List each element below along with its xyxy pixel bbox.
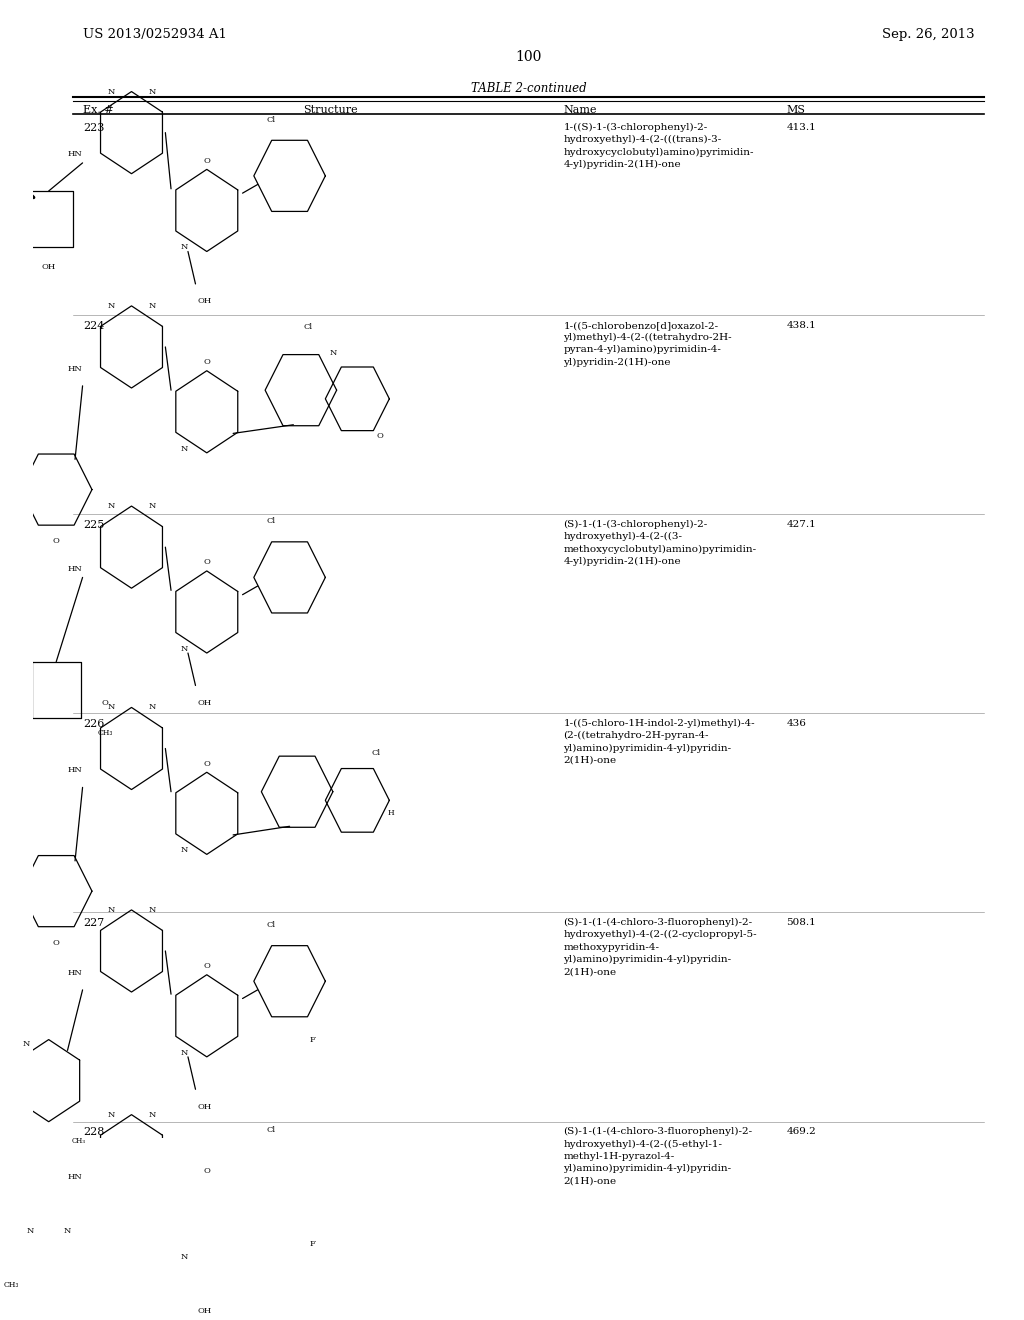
Text: O: O bbox=[53, 537, 59, 545]
Text: N: N bbox=[180, 1253, 187, 1262]
Text: OH: OH bbox=[198, 1307, 212, 1315]
Text: O: O bbox=[377, 432, 383, 440]
Text: Cl: Cl bbox=[372, 748, 381, 756]
Text: (S)-1-(1-(3-chlorophenyl)-2-
hydroxyethyl)-4-(2-((3-
methoxycyclobutyl)amino)pyr: (S)-1-(1-(3-chlorophenyl)-2- hydroxyethy… bbox=[563, 520, 757, 566]
Text: N: N bbox=[148, 502, 156, 510]
Text: O: O bbox=[204, 759, 210, 768]
Text: O: O bbox=[204, 558, 210, 566]
Text: OH: OH bbox=[42, 263, 56, 271]
Text: N: N bbox=[108, 87, 115, 95]
Text: TABLE 2-continued: TABLE 2-continued bbox=[471, 82, 587, 95]
Text: US 2013/0252934 A1: US 2013/0252934 A1 bbox=[83, 29, 227, 41]
Text: CH₃: CH₃ bbox=[97, 729, 113, 737]
Text: H: H bbox=[388, 809, 394, 817]
Text: OH: OH bbox=[198, 698, 212, 706]
Text: N: N bbox=[27, 1228, 34, 1236]
Text: Sep. 26, 2013: Sep. 26, 2013 bbox=[882, 29, 975, 41]
Text: HN: HN bbox=[68, 766, 82, 774]
Text: O: O bbox=[204, 157, 210, 165]
Text: 469.2: 469.2 bbox=[786, 1127, 816, 1137]
Text: 223: 223 bbox=[83, 123, 104, 133]
Text: N: N bbox=[108, 302, 115, 310]
Text: N: N bbox=[108, 906, 115, 913]
Text: N: N bbox=[148, 87, 156, 95]
Text: OH: OH bbox=[198, 297, 212, 305]
Text: N: N bbox=[148, 704, 156, 711]
Text: 226: 226 bbox=[83, 719, 104, 729]
Text: HN: HN bbox=[68, 364, 82, 372]
Text: 436: 436 bbox=[786, 719, 806, 727]
Text: O: O bbox=[204, 358, 210, 366]
Text: N: N bbox=[23, 1040, 30, 1048]
Text: N: N bbox=[180, 846, 187, 854]
Text: O: O bbox=[53, 939, 59, 946]
Text: N: N bbox=[180, 1048, 187, 1056]
Text: 228: 228 bbox=[83, 1127, 104, 1138]
Text: 1-((S)-1-(3-chlorophenyl)-2-
hydroxyethyl)-4-(2-(((trans)-3-
hydroxycyclobutyl)a: 1-((S)-1-(3-chlorophenyl)-2- hydroxyethy… bbox=[563, 123, 754, 169]
Text: F: F bbox=[309, 1241, 315, 1249]
Text: 227: 227 bbox=[83, 917, 104, 928]
Text: 427.1: 427.1 bbox=[786, 520, 816, 529]
Text: HN: HN bbox=[68, 969, 82, 977]
Text: Cl: Cl bbox=[266, 116, 275, 124]
Text: 1-((5-chlorobenzo[d]oxazol-2-
yl)methyl)-4-(2-((tetrahydro-2H-
pyran-4-yl)amino): 1-((5-chlorobenzo[d]oxazol-2- yl)methyl)… bbox=[563, 321, 732, 367]
Text: HN: HN bbox=[68, 150, 82, 158]
Text: N: N bbox=[108, 704, 115, 711]
Text: 413.1: 413.1 bbox=[786, 123, 816, 132]
Text: N: N bbox=[180, 243, 187, 251]
Text: N: N bbox=[180, 445, 187, 453]
Text: N: N bbox=[148, 302, 156, 310]
Text: Ex. #: Ex. # bbox=[83, 104, 114, 115]
Text: Structure: Structure bbox=[303, 104, 358, 115]
Text: 1-((5-chloro-1H-indol-2-yl)methyl)-4-
(2-((tetrahydro-2H-pyran-4-
yl)amino)pyrim: 1-((5-chloro-1H-indol-2-yl)methyl)-4- (2… bbox=[563, 719, 755, 764]
Text: CH₃: CH₃ bbox=[72, 1137, 86, 1146]
Text: CH₃: CH₃ bbox=[3, 1282, 18, 1290]
Text: (S)-1-(1-(4-chloro-3-fluorophenyl)-2-
hydroxyethyl)-4-(2-((5-ethyl-1-
methyl-1H-: (S)-1-(1-(4-chloro-3-fluorophenyl)-2- hy… bbox=[563, 1127, 753, 1185]
Text: 508.1: 508.1 bbox=[786, 917, 816, 927]
Text: Name: Name bbox=[563, 104, 597, 115]
Text: N: N bbox=[108, 1110, 115, 1118]
Text: OH: OH bbox=[198, 1102, 212, 1110]
Text: Cl: Cl bbox=[266, 1126, 275, 1134]
Text: N: N bbox=[180, 644, 187, 652]
Text: 438.1: 438.1 bbox=[786, 321, 816, 330]
Text: N: N bbox=[63, 1228, 72, 1236]
Text: Cl: Cl bbox=[266, 517, 275, 525]
Text: (S)-1-(1-(4-chloro-3-fluorophenyl)-2-
hydroxyethyl)-4-(2-((2-cyclopropyl-5-
meth: (S)-1-(1-(4-chloro-3-fluorophenyl)-2- hy… bbox=[563, 917, 757, 975]
Text: Cl: Cl bbox=[266, 921, 275, 929]
Text: F: F bbox=[309, 1036, 315, 1044]
Text: HN: HN bbox=[68, 565, 82, 573]
Text: O: O bbox=[204, 1167, 210, 1175]
Text: O: O bbox=[204, 962, 210, 970]
Text: O: O bbox=[101, 698, 109, 706]
Text: N: N bbox=[148, 906, 156, 913]
Text: 224: 224 bbox=[83, 321, 104, 331]
Text: N: N bbox=[148, 1110, 156, 1118]
Text: Cl: Cl bbox=[304, 323, 313, 331]
Text: MS: MS bbox=[786, 104, 805, 115]
Text: N: N bbox=[108, 502, 115, 510]
Text: N: N bbox=[329, 350, 337, 358]
Text: 100: 100 bbox=[515, 50, 542, 65]
Text: 225: 225 bbox=[83, 520, 104, 529]
Text: HN: HN bbox=[68, 1173, 82, 1181]
